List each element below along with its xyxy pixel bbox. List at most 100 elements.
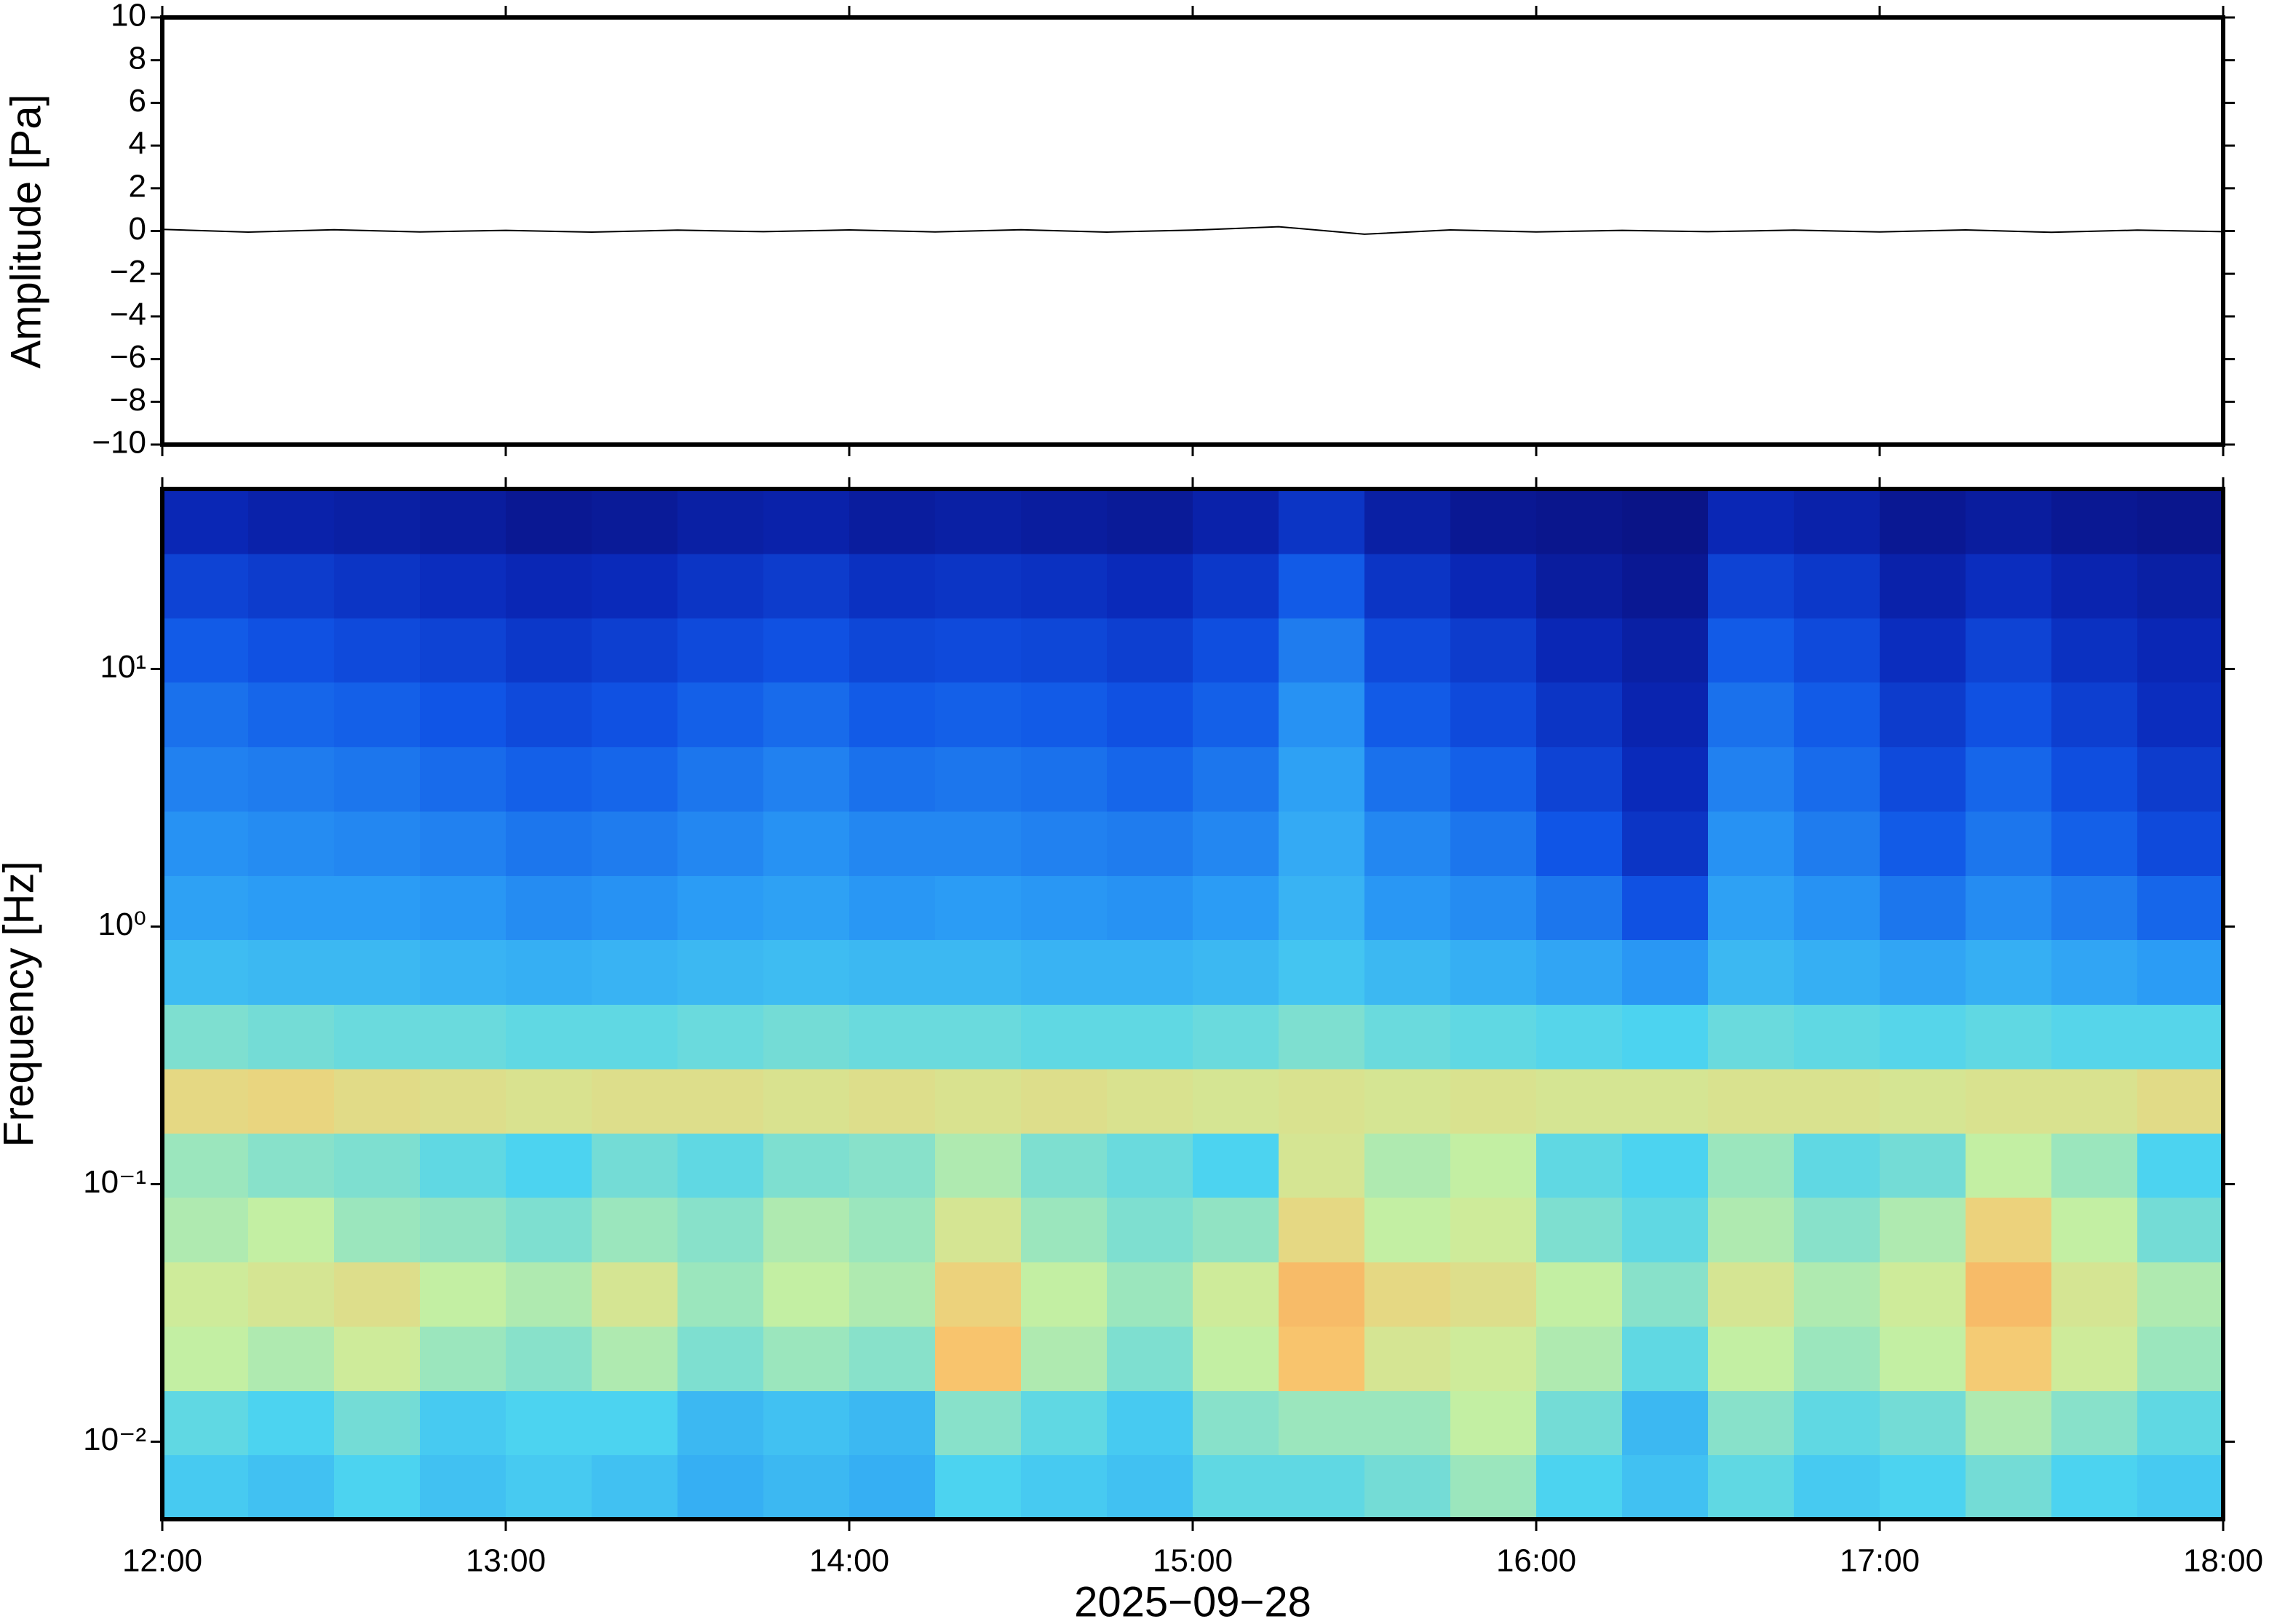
spectrogram-cell <box>1021 1068 1108 1134</box>
spectrogram-cell <box>1450 1262 1537 1327</box>
spectrogram-cell <box>1708 811 1795 876</box>
spectrogram-cell <box>1279 1133 1365 1198</box>
spectrogram-cell <box>162 489 249 554</box>
spectrogram-cell <box>1364 1454 1451 1520</box>
spectrogram-cell <box>1708 1390 1795 1456</box>
spectrogram-cell <box>1622 1262 1709 1327</box>
spectrogram-cell <box>162 1004 249 1070</box>
spectrogram-cell <box>334 1390 421 1456</box>
spectrogram-cell <box>2051 1390 2138 1456</box>
spectrogram-cell <box>2051 1068 2138 1134</box>
spectrogram-cell <box>849 939 936 1005</box>
spectrogram-cell <box>1880 1004 1966 1070</box>
spectrogram-cell <box>1450 939 1537 1005</box>
spectrogram-cell <box>763 939 850 1005</box>
spectrogram-cell <box>506 1197 592 1262</box>
spectrogram-cell <box>1622 618 1709 683</box>
spectrogram-cell <box>677 1454 764 1520</box>
spectrogram-cell <box>1966 1197 2052 1262</box>
spectrogram-cell <box>1622 1133 1709 1198</box>
spectrogram-cell <box>506 489 592 554</box>
spectrogram-cell <box>935 1197 1022 1262</box>
spectrogram-cell <box>420 1068 506 1134</box>
spectrogram-cell <box>935 618 1022 683</box>
spectrogram-cell <box>1708 939 1795 1005</box>
spectrogram-cell <box>1107 682 1193 747</box>
spectrogram-cell <box>677 1068 764 1134</box>
spectrogram-cell <box>1536 875 1623 941</box>
spectrogram-cell <box>1966 1004 2052 1070</box>
spectrogram-cell <box>334 1262 421 1327</box>
spectrogram-cell <box>334 489 421 554</box>
spectrogram-cell <box>162 1197 249 1262</box>
y-tick-label: −6 <box>110 339 146 375</box>
spectrogram-cell <box>162 939 249 1005</box>
spectrogram-cell <box>1364 1133 1451 1198</box>
spectrogram-cell <box>1966 553 2052 618</box>
spectrogram-cell <box>1880 1326 1966 1391</box>
spectrogram-cell <box>1193 1390 1279 1456</box>
spectrogram-cell <box>1021 553 1108 618</box>
spectrogram-cell <box>1794 553 1880 618</box>
spectrogram-cell <box>935 682 1022 747</box>
spectrogram-cell <box>763 1133 850 1198</box>
spectrogram-cell <box>1708 618 1795 683</box>
spectrogram-cell <box>1364 489 1451 554</box>
spectrogram-cell <box>1107 1262 1193 1327</box>
spectrogram-cell <box>1794 747 1880 812</box>
spectrogram-cell <box>1107 811 1193 876</box>
spectrogram-cell <box>1107 489 1193 554</box>
spectrogram-cell <box>1021 1390 1108 1456</box>
spectrogram-cell <box>1794 489 1880 554</box>
y-tick-label: 10⁻² <box>83 1422 146 1457</box>
spectrogram-cell <box>1536 1262 1623 1327</box>
spectrogram-cell <box>1364 553 1451 618</box>
spectrogram-cell <box>2051 489 2138 554</box>
spectrogram-cell <box>420 1197 506 1262</box>
spectrogram-cell <box>1536 1454 1623 1520</box>
spectrogram-cell <box>592 489 678 554</box>
spectrogram-cell <box>2051 1004 2138 1070</box>
spectrogram-cell <box>1880 1197 1966 1262</box>
spectrogram-cell <box>1107 1133 1193 1198</box>
spectrogram-cell <box>763 1454 850 1520</box>
spectrogram-cell <box>1794 1197 1880 1262</box>
spectrogram-cell <box>1622 1197 1709 1262</box>
spectrogram-cell <box>2137 1326 2224 1391</box>
spectrogram-cell <box>1450 1454 1537 1520</box>
spectrogram-cell <box>592 811 678 876</box>
spectrogram-cell <box>2051 618 2138 683</box>
spectrogram-cell <box>248 875 335 941</box>
spectrogram-cell <box>2137 1068 2224 1134</box>
spectrogram-cell <box>1708 1004 1795 1070</box>
spectrogram-cell <box>1622 875 1709 941</box>
spectrogram-cell <box>1708 1133 1795 1198</box>
spectrogram-cell <box>420 1326 506 1391</box>
spectrogram-cell <box>506 1390 592 1456</box>
spectrogram-cell <box>1966 1454 2052 1520</box>
spectrogram-cell <box>935 1133 1022 1198</box>
spectrogram-cell <box>506 875 592 941</box>
spectrogram-cell <box>1880 1133 1966 1198</box>
spectrogram-cell <box>1107 939 1193 1005</box>
spectrogram-cell <box>849 682 936 747</box>
spectrogram-cell <box>1966 875 2052 941</box>
spectrogram-cell <box>1880 553 1966 618</box>
spectrogram-cell <box>1966 939 2052 1005</box>
spectrogram-cell <box>162 875 249 941</box>
spectrogram-cell <box>935 489 1022 554</box>
spectrogram-cell <box>1794 1326 1880 1391</box>
spectrogram-cell <box>2137 1454 2224 1520</box>
spectrogram-cell <box>1364 1004 1451 1070</box>
spectrogram-cell <box>420 1262 506 1327</box>
spectrogram-cell <box>935 811 1022 876</box>
spectrogram-cell <box>506 553 592 618</box>
spectrogram-cell <box>1622 747 1709 812</box>
spectrogram-cell <box>2137 1390 2224 1456</box>
spectrogram-cell <box>1966 747 2052 812</box>
spectrogram-cell <box>935 1068 1022 1134</box>
spectrogram-cell <box>506 939 592 1005</box>
spectrogram-cell <box>248 811 335 876</box>
spectrogram-cell <box>1021 1262 1108 1327</box>
plot-frame <box>160 487 2225 1521</box>
